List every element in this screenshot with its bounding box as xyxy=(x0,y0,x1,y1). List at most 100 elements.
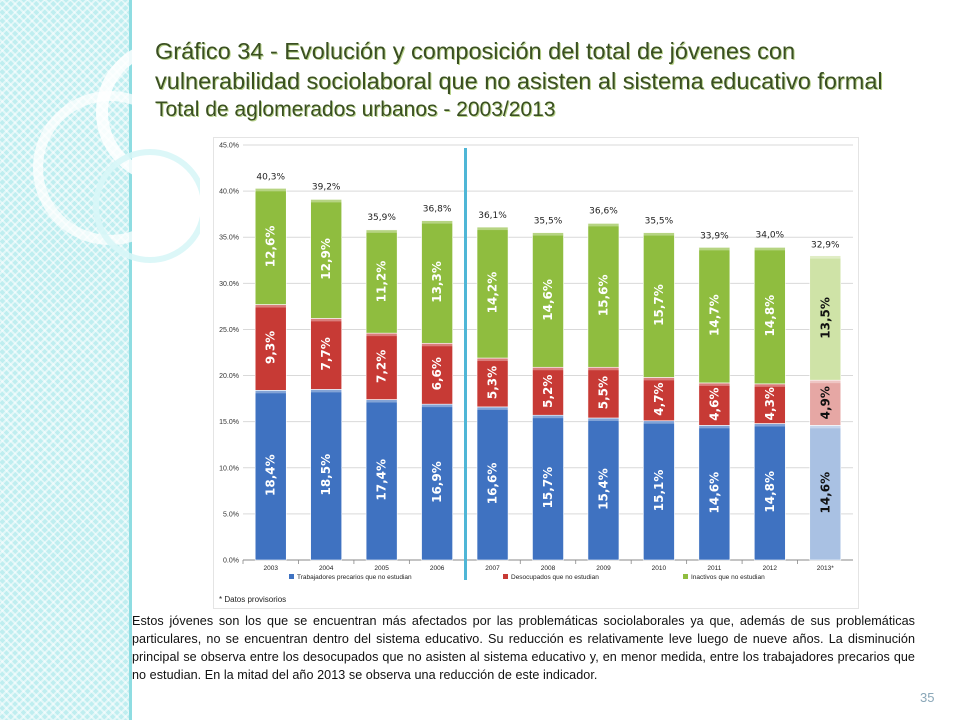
segment-value-label: 17,4% xyxy=(375,459,389,501)
bar-segment-highlight xyxy=(698,425,730,429)
bar-segment-highlight xyxy=(643,377,675,381)
y-tick-label: 25.0% xyxy=(219,327,239,334)
bar-segment-highlight xyxy=(421,404,453,408)
segment-value-label: 4,7% xyxy=(652,382,666,415)
bar-segment-highlight xyxy=(310,389,342,393)
bar-segment-highlight xyxy=(366,333,398,337)
segment-value-label: 4,6% xyxy=(707,388,721,421)
page-number: 35 xyxy=(920,690,935,705)
x-tick-label: 2008 xyxy=(541,565,556,572)
chart-note: * Datos provisorios xyxy=(219,595,287,604)
bar-segment xyxy=(310,318,343,390)
bar-segment xyxy=(753,423,786,561)
bar-segment-highlight xyxy=(366,399,398,403)
bar-segment-highlight xyxy=(754,423,786,427)
chart-canvas: 0.0% 5.0% 10.0% 15.0% 20.0% 25.0% 30.0% 35.0% 40… xyxy=(219,143,853,581)
segment-value-label: 13,5% xyxy=(818,297,832,339)
y-tick-label: 10.0% xyxy=(219,465,239,472)
bar-segment xyxy=(365,332,398,400)
bar-segment xyxy=(310,199,343,319)
segment-value-label: 4,9% xyxy=(818,386,832,419)
total-label: 35,5% xyxy=(534,217,563,227)
segment-value-label: 14,6% xyxy=(541,279,555,321)
segment-value-label: 14,6% xyxy=(818,472,832,514)
bar-segment-highlight xyxy=(643,232,675,236)
bar-segment xyxy=(753,247,786,385)
bar-segment-highlight xyxy=(809,255,841,259)
bar-segment-highlight xyxy=(698,247,730,251)
total-label: 33,9% xyxy=(700,231,729,241)
segment-value-label: 18,4% xyxy=(264,454,278,496)
bar-segment-highlight xyxy=(809,380,841,384)
total-label: 32,9% xyxy=(811,241,840,251)
y-tick-label: 40.0% xyxy=(219,189,239,196)
bar-segment xyxy=(643,232,675,378)
bar-segment-highlight xyxy=(809,425,841,429)
legend-swatch xyxy=(683,574,688,579)
x-tick-label: 2012 xyxy=(763,565,778,572)
segment-value-label: 14,2% xyxy=(486,272,500,314)
legend-label: Desocupados que no estudian xyxy=(511,574,599,581)
x-tick-label: 2011 xyxy=(707,565,721,572)
x-tick-label: 2010 xyxy=(652,565,667,572)
bar-segment xyxy=(476,357,509,408)
bar-segment-highlight xyxy=(754,247,786,251)
x-tick-label: 2003 xyxy=(263,565,278,572)
bar-segment-highlight xyxy=(255,188,287,192)
bar-segment-highlight xyxy=(255,304,287,308)
bar-segment xyxy=(532,232,564,368)
bar-segment xyxy=(476,406,509,561)
bar-segment-highlight xyxy=(421,343,453,347)
segment-value-label: 15,1% xyxy=(652,470,666,512)
total-label: 36,6% xyxy=(589,206,618,216)
segment-value-label: 14,7% xyxy=(707,294,721,336)
bar-segment-highlight xyxy=(310,318,342,322)
bar-segment-highlight xyxy=(643,420,675,424)
segment-value-label: 14,8% xyxy=(763,471,777,513)
bar-segment-highlight xyxy=(255,390,287,394)
segment-value-label: 5,2% xyxy=(541,375,555,408)
bar-segment xyxy=(421,342,453,405)
segment-value-label: 16,9% xyxy=(430,461,444,503)
bar-segment xyxy=(698,425,731,561)
bar-segment xyxy=(365,229,398,334)
bar-segment xyxy=(587,223,620,368)
bar-segment xyxy=(421,220,453,344)
y-tick-label: 0.0% xyxy=(223,558,239,565)
decorative-circles xyxy=(33,40,200,263)
title-line-2: vulnerabilidad sociolaboral que no asist… xyxy=(155,68,883,94)
bar-segment-highlight xyxy=(587,223,619,227)
title-line-1: Gráfico 34 - Evolución y composición del… xyxy=(155,38,796,64)
y-tick-label: 30.0% xyxy=(219,281,239,288)
left-decorative-band xyxy=(0,0,132,720)
x-tick-label: 2013* xyxy=(817,565,834,572)
segment-value-label: 5,5% xyxy=(596,376,610,409)
segment-value-label: 16,6% xyxy=(486,463,500,505)
total-label: 39,2% xyxy=(312,182,341,192)
segment-value-label: 14,8% xyxy=(763,295,777,337)
bar-segment-highlight xyxy=(366,229,398,233)
y-tick-label: 45.0% xyxy=(219,143,239,150)
bar-segment-highlight xyxy=(310,199,342,203)
legend-swatch xyxy=(503,574,508,579)
bar-segment xyxy=(254,188,287,305)
x-tick-label: 2007 xyxy=(485,565,500,572)
segment-value-label: 15,6% xyxy=(596,275,610,317)
bar-segment xyxy=(310,389,343,561)
bar-segment-highlight xyxy=(477,227,509,231)
total-label: 36,1% xyxy=(478,211,507,221)
segment-value-label: 15,4% xyxy=(596,468,610,510)
segment-value-label: 18,5% xyxy=(319,454,333,496)
divider-line xyxy=(464,148,467,580)
segment-value-label: 6,6% xyxy=(430,357,444,390)
x-tick-label: 2004 xyxy=(319,565,334,572)
segment-value-label: 13,3% xyxy=(430,261,444,303)
x-tick-label: 2009 xyxy=(596,565,611,572)
bar-segment-highlight xyxy=(477,406,509,410)
bar-segment-highlight xyxy=(698,382,730,386)
x-tick-label: 2005 xyxy=(374,565,389,572)
segment-value-label: 14,6% xyxy=(707,472,721,514)
bar-segment-highlight xyxy=(532,415,564,419)
segment-value-label: 12,9% xyxy=(319,238,333,280)
bar-segment xyxy=(587,366,620,419)
